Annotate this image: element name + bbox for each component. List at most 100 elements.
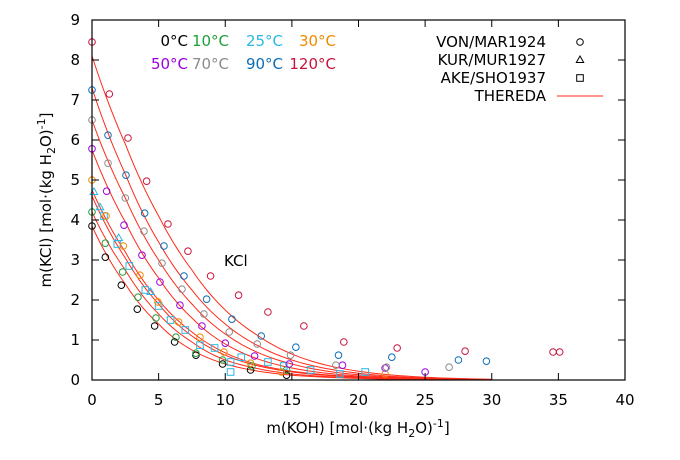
- data-point: [154, 302, 163, 310]
- x-tick-label: 25: [416, 391, 435, 409]
- data-point: [176, 301, 184, 310]
- data-point: [286, 351, 295, 360]
- data-point: [164, 220, 172, 228]
- y-tick-label: 4: [70, 211, 80, 229]
- data-point: [338, 361, 347, 370]
- data-point: [150, 322, 159, 330]
- data-point: [172, 333, 180, 342]
- data-point: [117, 281, 126, 290]
- data-point: [482, 357, 491, 366]
- temperature-legend: 0°C 10°C 25°C 30°C 50°C 70°C 90°C 120°C: [151, 32, 336, 73]
- data-point: [445, 363, 453, 372]
- data-point: [200, 310, 208, 318]
- x-tick-label: 10: [216, 391, 235, 409]
- y-tick-label: 9: [70, 11, 80, 29]
- temperature-label: 90°C: [246, 55, 283, 73]
- data-point: [119, 242, 128, 250]
- data-point: [138, 251, 146, 259]
- data-point: [461, 347, 469, 356]
- data-point: [101, 239, 110, 247]
- temperature-label: 70°C: [192, 55, 229, 73]
- data-point: [101, 253, 110, 262]
- data-point: [160, 242, 168, 250]
- data-point: [124, 134, 132, 142]
- legend-triangle-icon: [575, 54, 585, 63]
- data-point: [237, 353, 246, 361]
- x-tick-label: 15: [282, 391, 301, 409]
- data-point: [277, 368, 286, 376]
- data-point: [198, 322, 206, 330]
- temperature-label: 50°C: [151, 55, 188, 73]
- data-point: [388, 353, 396, 362]
- data-points: [88, 38, 564, 380]
- temperature-label: 0°C: [160, 32, 188, 50]
- thereda-curve-90°C: [91, 87, 492, 381]
- legend-label: VON/MAR1924: [436, 33, 546, 51]
- y-tick-label: 6: [70, 131, 80, 149]
- data-point: [202, 295, 211, 304]
- legend-circle-icon: [576, 38, 584, 46]
- data-point: [292, 343, 300, 352]
- data-point: [382, 363, 391, 372]
- x-tick-label: 0: [87, 391, 97, 409]
- data-point: [134, 293, 142, 302]
- data-point: [196, 341, 204, 349]
- x-tick-label: 20: [349, 391, 368, 409]
- data-point: [104, 159, 112, 167]
- temperature-label: 25°C: [246, 32, 283, 50]
- data-point: [154, 298, 162, 306]
- data-point: [218, 356, 227, 364]
- data-point: [136, 271, 144, 280]
- data-point: [170, 338, 179, 346]
- data-point: [122, 171, 130, 179]
- legend-label: KUR/MUR1927: [438, 51, 546, 69]
- y-tick-label: 3: [70, 251, 80, 269]
- data-point: [192, 349, 200, 358]
- data-point: [100, 212, 108, 220]
- legend-label: THEREDA: [474, 87, 547, 105]
- thereda-curve-70°C: [91, 119, 492, 381]
- x-tick-label: 30: [482, 391, 501, 409]
- data-point: [225, 328, 234, 336]
- thereda-curve-30°C: [91, 189, 492, 381]
- y-tick-label: 5: [70, 171, 80, 189]
- data-point: [250, 352, 259, 360]
- data-point: [158, 259, 166, 268]
- data-point: [393, 344, 401, 352]
- data-point: [105, 90, 114, 98]
- data-point: [226, 368, 235, 376]
- data-point: [174, 318, 183, 326]
- data-point: [141, 286, 150, 294]
- x-tick-label: 40: [615, 391, 634, 409]
- data-point: [178, 285, 186, 294]
- data-point: [228, 315, 236, 324]
- data-point: [336, 370, 344, 378]
- data-point: [253, 340, 262, 348]
- data-point: [156, 278, 164, 286]
- data-point: [246, 359, 255, 368]
- data-point: [102, 187, 111, 195]
- kcl-annotation: KCl: [224, 252, 248, 270]
- data-point: [264, 358, 272, 366]
- y-tick-label: 1: [70, 331, 80, 349]
- data-point: [180, 272, 188, 280]
- data-point: [121, 194, 130, 202]
- data-point: [102, 212, 110, 220]
- data-point: [218, 360, 227, 368]
- thereda-curve-120°C: [91, 55, 492, 380]
- data-point: [549, 348, 557, 356]
- data-point: [120, 221, 128, 229]
- data-point: [140, 209, 149, 217]
- data-point: [361, 368, 369, 376]
- data-point: [340, 338, 348, 346]
- data-point: [264, 308, 272, 316]
- thereda-curve-50°C: [91, 149, 492, 381]
- y-tick-label: 7: [70, 91, 80, 109]
- data-point: [196, 333, 204, 342]
- data-point: [125, 262, 134, 270]
- data-point: [210, 344, 219, 352]
- temperature-label: 120°C: [289, 55, 336, 73]
- data-point: [206, 272, 215, 280]
